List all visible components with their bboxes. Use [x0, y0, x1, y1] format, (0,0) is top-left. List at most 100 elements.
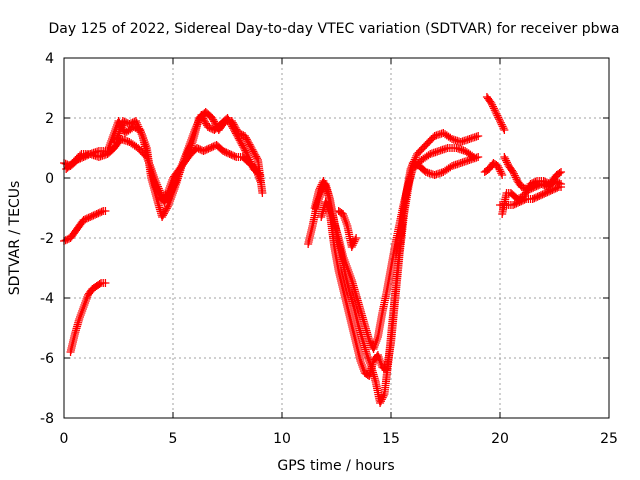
y-tick-label: 4	[45, 51, 54, 67]
data-point	[236, 138, 245, 146]
data-point-marker	[184, 147, 193, 155]
data-point	[247, 144, 256, 152]
data-point-marker	[83, 293, 92, 301]
data-point-marker	[165, 199, 174, 207]
data-series	[317, 153, 483, 380]
data-point-marker	[150, 175, 159, 183]
data-point	[319, 177, 328, 185]
data-point-marker	[136, 126, 145, 135]
data-point-marker	[238, 141, 247, 150]
data-point	[131, 117, 140, 125]
data-point-marker	[363, 353, 372, 361]
data-point-marker	[323, 187, 332, 195]
data-point-marker	[315, 184, 324, 193]
data-point	[496, 117, 504, 125]
data-point	[179, 156, 188, 164]
data-point-marker	[170, 181, 179, 190]
data-point-marker	[183, 148, 192, 157]
data-point-marker	[349, 239, 358, 248]
plot-frame	[63, 57, 610, 419]
data-point-marker	[76, 311, 85, 319]
data-point	[373, 351, 382, 359]
data-point-marker	[175, 168, 184, 176]
data-point-marker	[180, 154, 189, 163]
data-point-marker	[154, 182, 163, 191]
data-series	[60, 207, 110, 245]
data-point-marker	[75, 151, 84, 160]
data-point-marker	[411, 153, 420, 162]
data-point-marker	[185, 145, 194, 154]
data-point-marker	[324, 206, 333, 214]
data-point	[498, 171, 507, 179]
data-point-marker	[137, 130, 146, 139]
data-point-marker	[376, 357, 385, 365]
data-point-marker	[241, 133, 250, 142]
data-point-marker	[187, 139, 196, 148]
data-point-marker	[322, 185, 331, 193]
data-point-marker	[147, 167, 156, 175]
data-point-marker	[243, 151, 252, 160]
data-point-marker	[230, 122, 239, 131]
data-point-marker	[82, 295, 91, 303]
data-point	[164, 201, 173, 209]
data-point	[557, 180, 566, 188]
data-point-marker	[153, 180, 162, 189]
data-point-marker	[245, 155, 254, 164]
data-point	[173, 174, 182, 182]
data-point-marker	[248, 145, 257, 154]
data-point	[557, 168, 566, 176]
data-point-marker	[152, 178, 161, 187]
data-point-marker	[177, 162, 186, 170]
data-point-marker	[168, 185, 177, 194]
data-point-marker	[498, 122, 507, 131]
data-point	[258, 189, 267, 197]
data-point-marker	[377, 395, 386, 404]
data-point	[500, 126, 509, 134]
data-point-marker	[251, 150, 260, 159]
data-point-marker	[132, 118, 141, 127]
data-point	[347, 243, 356, 251]
data-point-marker	[230, 152, 239, 161]
data-point-marker	[250, 149, 259, 158]
data-point-marker	[341, 218, 350, 226]
data-point-marker	[376, 397, 385, 406]
data-point-marker	[237, 139, 246, 148]
data-point-marker	[252, 152, 261, 161]
data-point-marker	[77, 309, 86, 317]
y-axis-label: SDTVAR / TECUs	[7, 181, 23, 296]
data-point-marker	[366, 337, 375, 346]
data-point-marker	[509, 169, 518, 178]
data-point-marker	[446, 163, 455, 172]
data-point-marker	[246, 157, 255, 166]
y-tick-label: -6	[40, 351, 54, 367]
data-point	[363, 351, 372, 359]
data-point-marker	[370, 343, 379, 351]
data-point-marker	[211, 119, 220, 128]
data-point-marker	[446, 133, 455, 142]
data-point-marker	[371, 339, 380, 347]
data-point-marker	[490, 106, 499, 115]
data-point-marker	[522, 186, 531, 195]
data-point-marker	[166, 197, 175, 205]
y-tick-label: -2	[40, 231, 54, 247]
data-point-marker	[161, 206, 170, 215]
data-point-marker	[176, 166, 185, 174]
x-tick-label: 15	[382, 431, 400, 447]
x-axis-label: GPS time / hours	[277, 458, 394, 474]
data-point-marker	[106, 139, 115, 147]
data-point-marker	[358, 363, 367, 371]
data-point-marker	[496, 167, 505, 176]
data-point-marker	[378, 393, 387, 402]
data-point-marker	[495, 115, 504, 124]
data-point-marker	[78, 307, 87, 315]
data-point	[376, 399, 385, 407]
data-point-marker	[81, 299, 90, 307]
data-point-marker	[323, 204, 332, 212]
data-point-marker	[242, 135, 251, 144]
x-tick-label: 10	[273, 431, 291, 447]
data-point-marker	[210, 117, 219, 126]
data-point-marker	[350, 237, 359, 246]
data-point-marker	[170, 179, 179, 188]
data-point	[509, 168, 518, 176]
